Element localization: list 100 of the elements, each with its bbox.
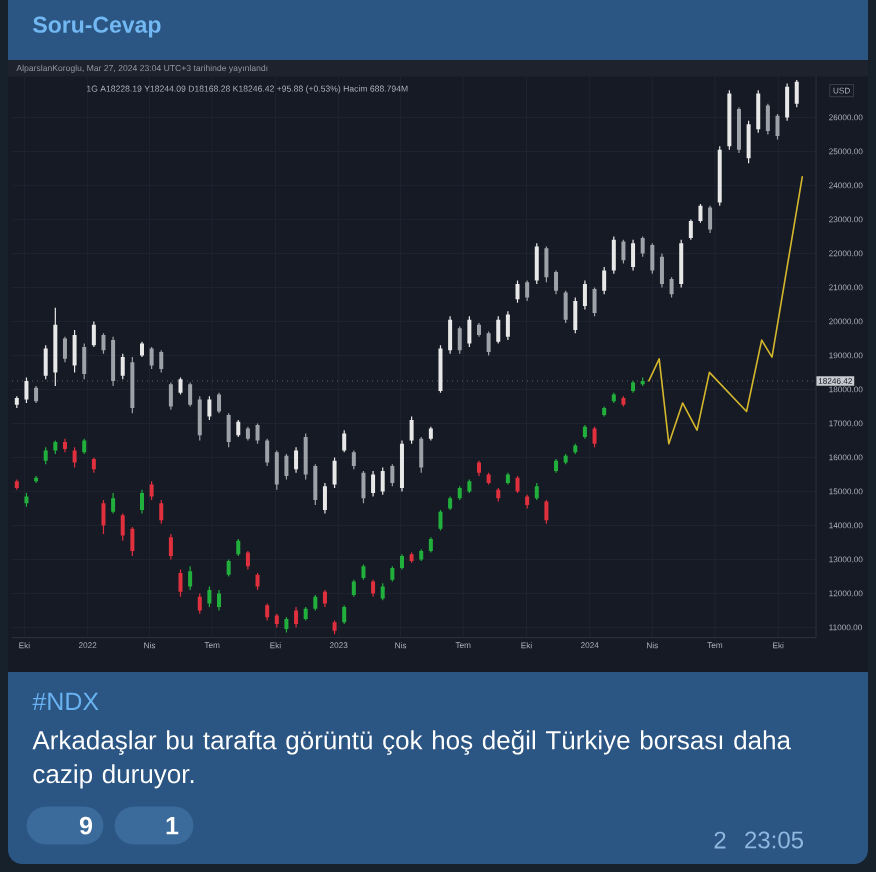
candlestick [380,583,385,601]
candlestick [82,438,87,454]
candlestick [477,460,481,477]
candlestick [659,253,664,288]
candlestick [621,239,626,264]
candlestick [419,549,424,562]
text: 1 [166,817,179,835]
candlestick [72,329,77,373]
candlestick [640,236,645,257]
candlestick [130,527,135,556]
candlestick [698,204,703,223]
candlestick [139,341,144,358]
candlestick [428,426,433,441]
candlestick [380,467,385,495]
candlestick [178,569,183,597]
candlestick [159,499,164,524]
candlestick [332,620,337,635]
chart-title: Soru-Cevap [33,16,161,38]
candlestick [274,450,279,490]
candlestick [313,595,318,611]
candlestick [785,83,790,121]
candlestick [101,333,106,354]
candlestick [149,346,154,369]
candlestick [101,499,106,534]
candlestick [505,311,510,341]
candlestick [563,453,568,465]
candlestick [371,471,376,497]
candlestick [62,438,67,453]
candlestick [207,586,212,607]
candlestick [226,413,231,448]
candlestick [438,345,443,393]
candlestick [467,479,472,494]
candlestick [631,239,636,271]
candlestick [640,377,645,386]
candlestick [525,494,530,509]
candlestick [72,447,77,468]
candlestick [573,297,578,334]
candlestick [265,603,270,621]
candlestick [322,482,327,514]
candlestick [14,396,19,409]
candlestick [342,605,347,624]
candlestick [207,396,212,420]
candlestick [43,447,48,465]
candlestick [669,277,674,298]
text: 9 [79,816,93,835]
text: #NDX [32,692,99,710]
candlestick [53,307,58,386]
candlestick [419,436,424,473]
candlestick [515,280,520,303]
candlestick [14,479,19,490]
candlestick [245,550,250,570]
candlestick [467,316,472,347]
candlestick [24,493,29,507]
candlestick [544,499,549,524]
candlestick [534,482,539,500]
candlestick [371,579,376,597]
candlestick [178,377,183,395]
candlestick [390,566,395,582]
candlestick [322,589,327,607]
candlestick [332,457,337,488]
candlestick [34,386,39,403]
candlestick [717,146,722,206]
candlestick [708,205,713,233]
candlestick [24,377,29,403]
candlestick [746,120,751,164]
candlestick [111,336,116,386]
candlestick [727,90,732,150]
candlestick [496,316,501,344]
candlestick [409,416,414,444]
candlestick [265,438,270,466]
candlestick [91,321,96,347]
candlestick [62,336,67,363]
candlestick [399,554,404,570]
candlestick [120,513,125,541]
candlestick [448,496,453,511]
candlestick [765,103,770,135]
candlestick [736,107,741,154]
candlestick [236,539,241,556]
candlestick [303,607,308,621]
candlestick [544,246,549,283]
candlestick [486,331,491,356]
candlestick [505,472,510,485]
candlestick [245,426,250,441]
text: Arkadaşlar bu tarafta görüntü çok hoş değil Türkiye borsası daha cazip duruyor. [32,730,792,789]
candlestick [274,613,279,628]
candlestick [592,426,597,448]
candlestick [255,423,260,444]
candlestick [631,380,636,393]
candlestick [679,239,684,288]
candlestick [563,290,568,324]
candlestick [602,406,607,417]
candlestick [351,579,356,597]
candlestick [611,236,616,274]
candlestick [53,440,58,454]
candlestick [188,566,193,590]
candlestick [120,353,125,380]
candlestick [399,440,404,492]
candlestick [255,572,260,590]
candlestick [525,280,530,301]
candlestick [139,489,144,514]
